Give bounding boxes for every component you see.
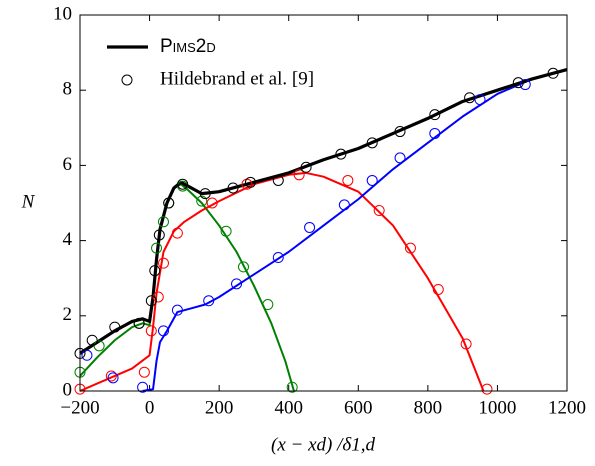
data-point	[481, 383, 493, 395]
data-point	[394, 126, 406, 138]
x-tick-label: 1200	[548, 397, 586, 418]
data-point	[163, 197, 175, 209]
data-point	[171, 304, 183, 316]
x-axis-label: (x − xd) /δ1,d	[271, 434, 375, 455]
data-point	[203, 295, 215, 307]
legend-label: Hildebrand et al. [9]	[160, 68, 314, 89]
data-point	[171, 227, 183, 239]
data-point	[394, 152, 406, 164]
data-point	[286, 381, 298, 393]
data-point	[199, 188, 211, 200]
data-point	[366, 137, 378, 149]
data-point	[133, 317, 145, 329]
data-point	[227, 182, 239, 194]
plot-frame	[79, 14, 568, 392]
data-point	[220, 225, 232, 237]
legend-marker	[121, 74, 133, 86]
y-tick-label: 10	[53, 3, 72, 24]
data-point	[464, 92, 476, 104]
data-point	[231, 278, 243, 290]
data-point	[237, 261, 249, 273]
data-point	[138, 366, 150, 378]
legend-label: Pims2d	[160, 36, 216, 57]
y-tick-label: 4	[63, 229, 73, 250]
data-point	[300, 161, 312, 173]
data-point	[109, 321, 121, 333]
data-point	[547, 67, 559, 79]
data-point	[86, 334, 98, 346]
data-point	[293, 169, 305, 181]
data-point	[177, 178, 189, 190]
data-point	[153, 229, 165, 241]
data-point	[366, 174, 378, 186]
data-point	[338, 199, 350, 211]
x-tick-label: 800	[414, 397, 443, 418]
data-point	[157, 257, 169, 269]
data-point	[432, 283, 444, 295]
x-tick-label: 0	[145, 397, 155, 418]
data-point	[404, 242, 416, 254]
data-point	[196, 195, 208, 207]
data-point	[81, 349, 93, 361]
data-point	[206, 197, 218, 209]
data-point	[262, 299, 274, 311]
data-point	[373, 205, 385, 217]
data-point	[137, 381, 149, 393]
x-tick-label: 600	[344, 397, 373, 418]
data-point	[157, 325, 169, 337]
x-tick-label: 400	[274, 397, 303, 418]
data-point	[429, 127, 441, 139]
curve	[79, 67, 568, 355]
y-tick-label: 8	[63, 79, 73, 100]
data-point	[145, 325, 157, 337]
data-point	[460, 338, 472, 350]
data-point	[335, 148, 347, 160]
data-point	[244, 176, 256, 188]
data-point	[474, 94, 486, 106]
data-point	[151, 242, 163, 254]
data-point	[105, 370, 117, 382]
y-tick-label: 0	[63, 379, 73, 400]
y-tick-label: 2	[63, 304, 73, 325]
data-point	[107, 372, 119, 384]
data-point	[429, 109, 441, 121]
data-point	[519, 79, 531, 91]
data-point	[342, 174, 354, 186]
y-axis-label: N	[21, 191, 36, 212]
data-point	[157, 216, 169, 228]
curve	[142, 68, 568, 392]
data-point	[93, 340, 105, 352]
data-point	[149, 265, 161, 277]
data-point	[145, 295, 157, 307]
data-point	[272, 252, 284, 264]
curve	[79, 183, 295, 392]
data-point	[304, 221, 316, 233]
data-point	[152, 291, 164, 303]
y-tick-label: 6	[63, 154, 73, 175]
x-tick-label: 1000	[478, 397, 516, 418]
x-tick-label: −200	[60, 397, 99, 418]
data-point	[512, 77, 524, 89]
data-point	[272, 174, 284, 186]
curve	[79, 171, 485, 392]
x-tick-label: 200	[205, 397, 234, 418]
